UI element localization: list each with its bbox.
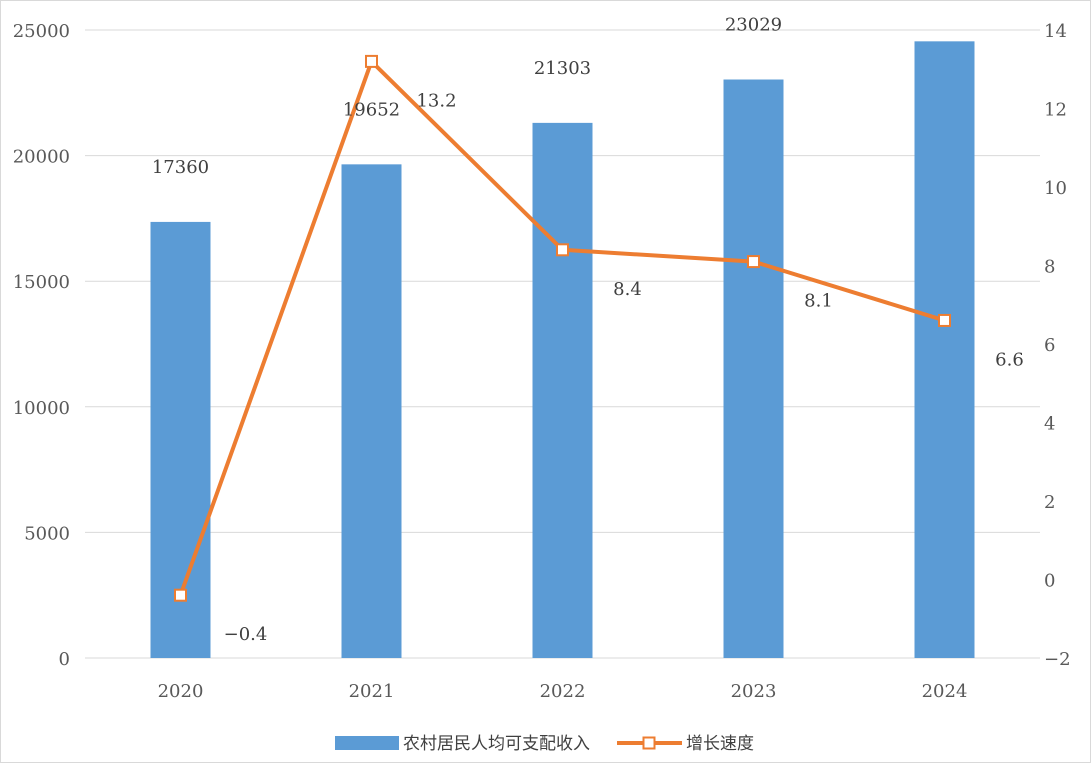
y-right-tick-label: −2	[1044, 649, 1071, 670]
y-left-tick-label: 15000	[13, 272, 70, 293]
x-tick-label: 2020	[158, 681, 204, 702]
axes: 0 5000 10000 15000 20000 25000 −2 0 2 4 6 8 10 12 14 20…	[13, 21, 1071, 702]
x-tick-label: 2021	[349, 681, 395, 702]
data-labels: 1736019652213032302924549−0.413.28.48.16…	[152, 15, 1024, 646]
y-right-tick-label: 2	[1044, 492, 1055, 513]
bar-value-label: 19652	[343, 99, 400, 120]
bar-income-2024	[914, 41, 975, 659]
y-right-tick-label: 0	[1044, 571, 1055, 592]
x-tick-label: 2024	[922, 681, 968, 702]
y-right-tick-label: 14	[1044, 21, 1067, 42]
growth-marker-2024	[938, 313, 951, 327]
bar-income-2022	[532, 122, 593, 658]
line-series	[174, 54, 951, 602]
y-right-tick-label: 4	[1044, 414, 1055, 435]
bar-value-label: 21303	[534, 58, 591, 79]
y-right-tick-label: 8	[1044, 257, 1055, 278]
growth-value-label: 13.2	[416, 90, 456, 111]
bar-income-2023	[723, 79, 784, 658]
y-left-tick-label: 20000	[13, 147, 70, 168]
y-right-tick-label: 12	[1044, 100, 1067, 121]
growth-marker-2021	[365, 54, 378, 68]
growth-marker-2022	[556, 243, 569, 257]
growth-marker-2023	[747, 255, 760, 269]
growth-value-label: −0.4	[224, 624, 268, 645]
growth-value-label: 8.4	[613, 279, 642, 300]
bar-series	[150, 41, 975, 659]
growth-marker-2020	[174, 588, 187, 602]
growth-value-label: 8.1	[804, 291, 833, 312]
y-left-tick-label: 5000	[24, 523, 70, 544]
legend: 农村居民人均可支配收入 增长速度	[335, 734, 754, 754]
y-left-tick-label: 10000	[13, 398, 70, 419]
bar-value-label: 17360	[152, 157, 209, 178]
bar-income-2020	[150, 221, 211, 658]
legend-marker-growth	[642, 736, 656, 750]
legend-label-income: 农村居民人均可支配收入	[403, 734, 590, 754]
y-left-tick-label: 0	[59, 649, 70, 670]
bar-value-label: 23029	[725, 15, 782, 36]
y-right-tick-label: 6	[1044, 335, 1055, 356]
y-left-tick-label: 25000	[13, 21, 70, 42]
y-right-tick-label: 10	[1044, 178, 1067, 199]
growth-value-label: 6.6	[995, 349, 1024, 370]
x-tick-label: 2022	[540, 681, 586, 702]
legend-label-growth: 增长速度	[686, 734, 754, 754]
x-tick-label: 2023	[731, 681, 777, 702]
legend-swatch-income	[335, 736, 399, 750]
bar-income-2021	[341, 164, 402, 658]
